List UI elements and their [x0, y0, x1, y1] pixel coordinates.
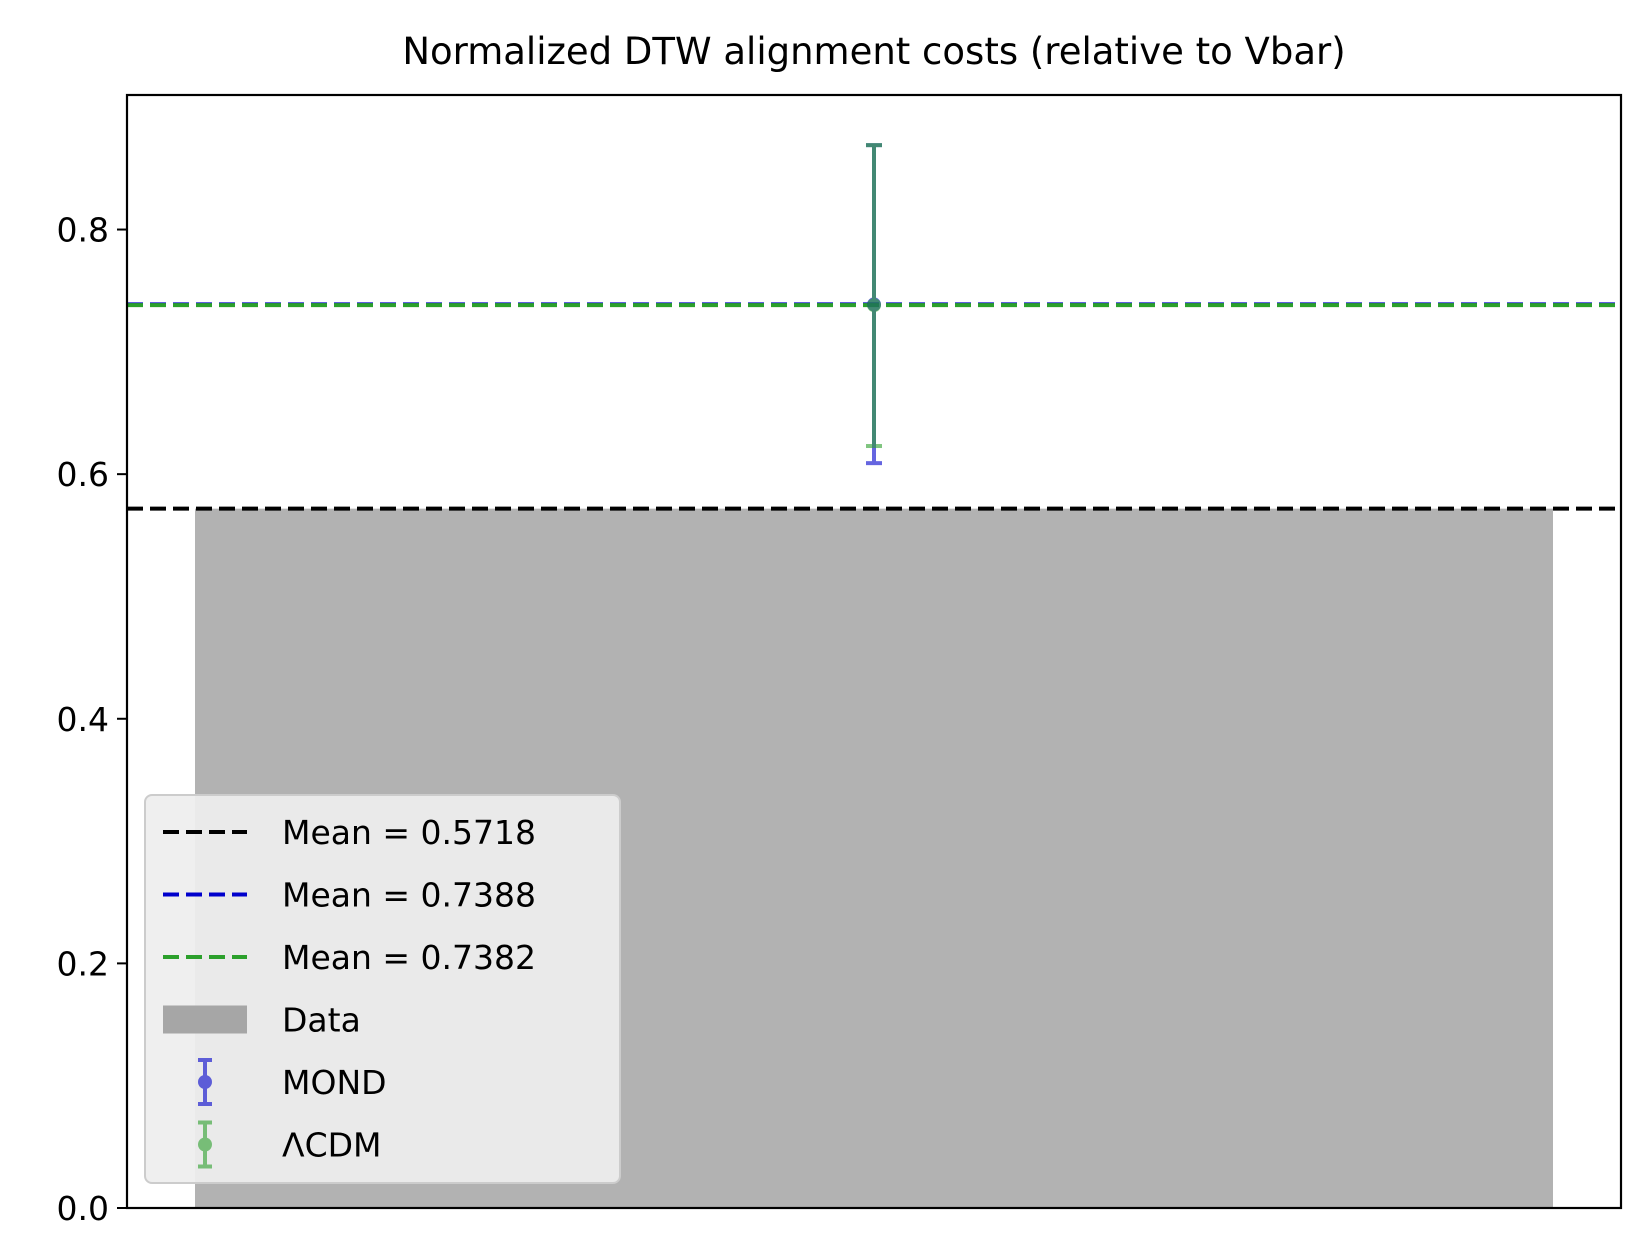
legend-errorbar-swatch [198, 1058, 212, 1106]
legend-label: Data [282, 1001, 361, 1040]
legend-patch-swatch [163, 1005, 247, 1034]
legend-label: Mean = 0.5718 [282, 813, 536, 852]
y-tick-label-4: 0.8 [57, 211, 109, 250]
y-tick-label-2: 0.4 [57, 700, 109, 739]
y-tick-label-0: 0.0 [57, 1189, 109, 1228]
legend: Mean = 0.5718 Mean = 0.7388 Mean = 0.7382 D… [144, 794, 621, 1184]
chart-title: Normalized DTW alignment costs (relative… [402, 30, 1345, 73]
legend-box [144, 794, 621, 1184]
y-tick-label-1: 0.2 [57, 944, 109, 983]
legend-label: MOND [282, 1063, 387, 1102]
legend-entry-mean-0-7382: Mean = 0.7382 [163, 938, 536, 977]
legend-entry-data: Data [163, 1001, 361, 1040]
legend-errorbar-swatch [198, 1120, 212, 1169]
y-tick-label-3: 0.6 [57, 455, 109, 494]
legend-label: Mean = 0.7388 [282, 876, 536, 915]
axes-frame [125, 93, 1623, 1210]
legend-entry-mean-0-5718: Mean = 0.5718 [163, 813, 536, 852]
legend-entry-mean-0-7388: Mean = 0.7388 [163, 876, 536, 915]
legend-label: Mean = 0.7382 [282, 938, 536, 977]
legend-entry-mond: MOND [198, 1058, 387, 1106]
legend-errorbar-marker [198, 1075, 212, 1089]
errorbar-cdm [866, 143, 882, 449]
legend-label: ΛCDM [282, 1126, 382, 1165]
legend-errorbar-marker [198, 1137, 212, 1152]
data-point-1 [867, 298, 881, 313]
legend-entry-cdm: ΛCDM [198, 1120, 382, 1169]
